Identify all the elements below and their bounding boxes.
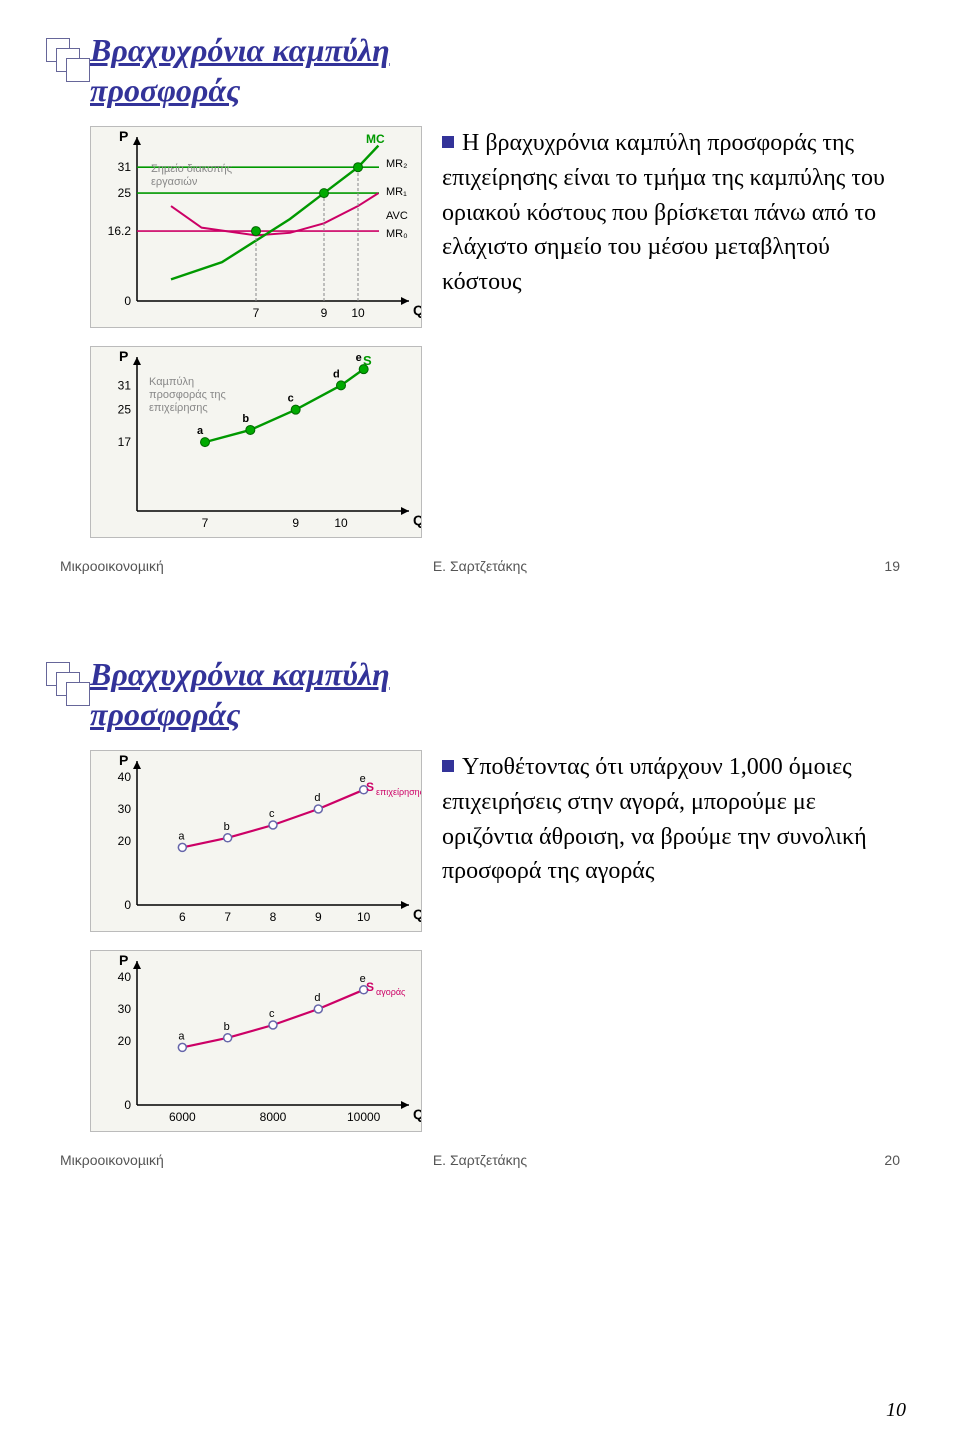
svg-text:MR₂: MR₂ [386, 158, 407, 170]
bullet-square-icon [442, 136, 454, 148]
svg-text:c: c [269, 1008, 275, 1020]
svg-text:επιχείρησης: επιχείρησης [376, 787, 421, 797]
svg-text:Q: Q [413, 906, 421, 922]
slide1-chart-firm-supply: P Q 17 25 31 7 9 10 a b c d e Καµπύληπροσφοράς τηςεπι… [90, 346, 422, 538]
svg-text:25: 25 [118, 403, 132, 417]
svg-text:17: 17 [118, 435, 132, 449]
svg-text:6000: 6000 [169, 1110, 196, 1124]
svg-text:9: 9 [292, 516, 299, 530]
svg-text:20: 20 [118, 1034, 132, 1048]
slide1-bullets: Η βραχυχρόνια καµπύλη προσφοράς της επιχ… [442, 126, 910, 300]
page: Βραχυχρόνια καµπύλη προσφοράς P Q 0 16.2 25 3… [0, 0, 960, 1436]
svg-text:P: P [119, 128, 128, 144]
svg-text:16.2: 16.2 [108, 224, 132, 238]
slide1-title: Βραχυχρόνια καµπύλη προσφοράς [90, 30, 910, 110]
svg-text:P: P [119, 752, 128, 768]
svg-text:0: 0 [124, 898, 131, 912]
svg-text:6: 6 [179, 910, 186, 924]
svg-text:d: d [314, 992, 320, 1004]
svg-text:επιχείρησης: επιχείρησης [149, 402, 208, 414]
svg-text:20: 20 [118, 834, 132, 848]
slide1-footer: Μικροοικονοµική Ε. Σαρτζετάκης 19 [50, 558, 910, 574]
svg-text:MR₁: MR₁ [386, 186, 407, 198]
svg-text:d: d [314, 792, 320, 804]
slide1-charts: P Q 0 16.2 25 31 7 9 10 MCMR₂ MR₁ AVC MR₀ Σηµείο διακ… [90, 126, 422, 538]
svg-text:7: 7 [202, 516, 209, 530]
svg-text:MR₀: MR₀ [386, 228, 408, 240]
svg-text:8000: 8000 [260, 1110, 287, 1124]
svg-text:c: c [288, 393, 294, 405]
svg-text:7: 7 [224, 910, 231, 924]
svg-text:10000: 10000 [347, 1110, 381, 1124]
svg-text:10: 10 [351, 306, 365, 320]
svg-text:e: e [360, 773, 366, 785]
slide2-footer-right: 20 [620, 1152, 900, 1168]
svg-text:40: 40 [118, 770, 132, 784]
svg-text:προσφοράς της: προσφοράς της [149, 389, 226, 401]
svg-text:Σηµείο διακοπής: Σηµείο διακοπής [151, 163, 232, 175]
slide-1: Βραχυχρόνια καµπύλη προσφοράς P Q 0 16.2 25 3… [50, 30, 910, 574]
svg-text:αγοράς: αγοράς [376, 987, 406, 997]
slide2-body: PQ0203040678910abcdeSεπιχείρησης PQ02030… [90, 750, 910, 1132]
bullet-square-icon [442, 760, 454, 772]
slide2-chart-market-supply: P Q 0 20 30 40 6000 8000 10000 a b c d eSαγοράς [90, 950, 422, 1132]
page-number: 10 [886, 1399, 906, 1422]
svg-text:P: P [119, 952, 128, 968]
slide-2: Βραχυχρόνια καµπύλη προσφοράς P Q 0 20 30 40 6… [50, 654, 910, 1168]
slide2-footer-left: Μικροοικονοµική [60, 1152, 340, 1168]
svg-text:10: 10 [334, 516, 348, 530]
svg-text:Q: Q [413, 1106, 421, 1122]
svg-text:9: 9 [321, 306, 328, 320]
svg-text:31: 31 [118, 160, 132, 174]
slide2-title: Βραχυχρόνια καµπύλη προσφοράς [90, 654, 910, 734]
svg-text:AVC: AVC [386, 210, 408, 222]
svg-text:MC: MC [366, 132, 385, 146]
svg-text:25: 25 [118, 186, 132, 200]
slide2-bullets: Υποθέτοντας ότι υπάρχουν 1,000 όμοιες επ… [442, 750, 910, 889]
slide2-title-line1: Βραχυχρόνια καµπύλη [90, 656, 390, 692]
svg-text:εργασιών: εργασιών [151, 176, 198, 188]
svg-text:0: 0 [124, 294, 131, 308]
svg-text:a: a [197, 425, 204, 437]
slide2-title-line2: προσφοράς [90, 696, 240, 732]
slide2-footer: Μικροοικονοµική Ε. Σαρτζετάκης 20 [50, 1152, 910, 1168]
slide1-title-line2: προσφοράς [90, 72, 240, 108]
svg-text:Q: Q [413, 302, 421, 318]
svg-text:Q: Q [413, 512, 421, 528]
svg-text:30: 30 [118, 802, 132, 816]
slide2-chart-firm-supply: P Q 0 20 30 40 6 7 8 9 10 a b c d eSεπιχείρησης [90, 750, 422, 932]
svg-text:e: e [360, 973, 366, 985]
svg-text:d: d [333, 368, 340, 380]
svg-text:P: P [119, 348, 128, 364]
svg-text:30: 30 [118, 1002, 132, 1016]
slide2-charts: PQ0203040678910abcdeSεπιχείρησης PQ02030… [90, 750, 422, 1132]
slide1-footer-mid: Ε. Σαρτζετάκης [340, 558, 620, 574]
svg-text:S: S [366, 980, 374, 994]
svg-text:S: S [366, 780, 374, 794]
svg-text:8: 8 [270, 910, 277, 924]
svg-text:10: 10 [357, 910, 371, 924]
slide1-bullet-text: Η βραχυχρόνια καµπύλη προσφοράς της επιχ… [442, 130, 885, 295]
svg-text:c: c [269, 808, 275, 820]
svg-text:b: b [224, 821, 230, 833]
slide1-footer-left: Μικροοικονοµική [60, 558, 340, 574]
svg-text:a: a [178, 1030, 185, 1042]
slide2-footer-mid: Ε. Σαρτζετάκης [340, 1152, 620, 1168]
svg-text:0: 0 [124, 1098, 131, 1112]
svg-text:31: 31 [118, 378, 132, 392]
svg-text:b: b [242, 413, 249, 425]
svg-text:S: S [363, 353, 372, 368]
svg-text:40: 40 [118, 970, 132, 984]
svg-text:e: e [356, 352, 362, 364]
svg-text:9: 9 [315, 910, 322, 924]
slide1-title-line1: Βραχυχρόνια καµπύλη [90, 32, 390, 68]
svg-text:7: 7 [253, 306, 260, 320]
svg-text:b: b [224, 1021, 230, 1033]
slide2-bullet-text: Υποθέτοντας ότι υπάρχουν 1,000 όμοιες επ… [442, 754, 867, 884]
slide1-body: P Q 0 16.2 25 31 7 9 10 MCMR₂ MR₁ AVC MR₀ Σηµείο διακ… [90, 126, 910, 538]
svg-text:Καµπύλη: Καµπύλη [149, 376, 194, 388]
svg-text:a: a [178, 830, 185, 842]
slide1-footer-right: 19 [620, 558, 900, 574]
slide1-chart-cost-curves: P Q 0 16.2 25 31 7 9 10 MCMR₂ MR₁ AVC MR₀ Σηµείο διακ… [90, 126, 422, 328]
